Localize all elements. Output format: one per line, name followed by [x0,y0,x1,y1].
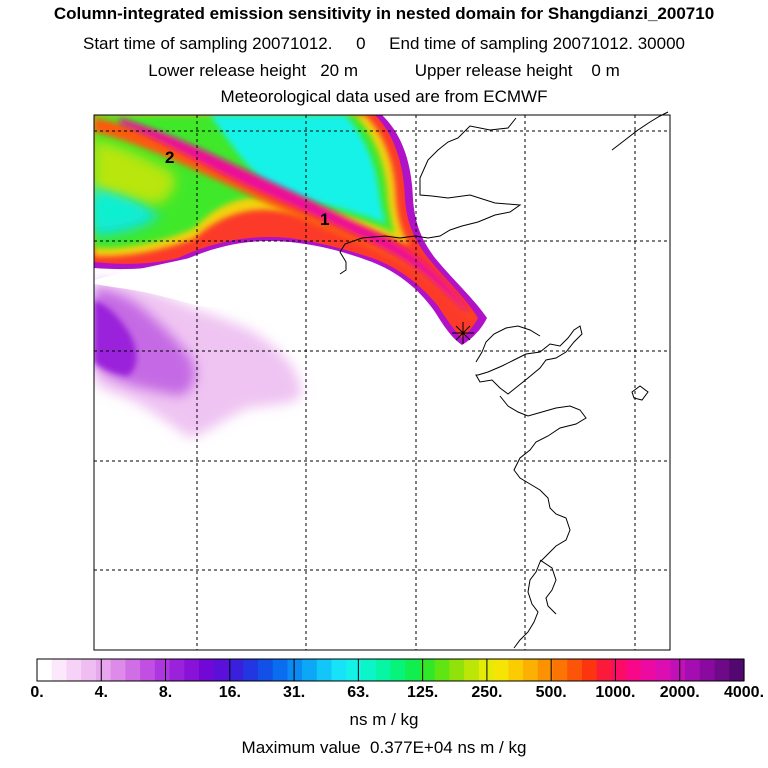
colorbar-cell [66,659,82,681]
colorbar-cell [154,659,171,681]
colorbar-cell [626,659,642,681]
colorbar-cell [346,659,362,681]
colorbar-tick-label: 0. [30,684,44,701]
coastlines [339,111,669,649]
receptor-star-icon [452,322,474,344]
colorbar-cell [199,659,215,681]
plume-inner-red [94,118,474,320]
colorbar-tick-label: 125. [407,684,439,701]
region-label-1: 1 [320,210,330,229]
colorbar-tick-label: 8. [158,684,173,701]
colorbar-cell [655,659,671,681]
colorbar-tick-label: 2000. [659,684,700,701]
colorbar-cell [596,659,613,681]
maximum-value-line: Maximum value 0.377E+04 ns m / kg [241,738,527,757]
colorbar-cell [169,659,185,681]
colorbar-cell [257,659,274,681]
plume-cyan-core [210,115,386,224]
upper-left-green [94,140,175,205]
colorbar-cell [714,659,730,681]
colorbar-cell [523,659,539,681]
high-low-sensitivity-area [94,300,137,376]
colorbar-cell [581,659,598,681]
upper-left-cyan [94,190,150,228]
colorbar-tick-label: 16. [218,684,241,701]
colorbar-cell [140,659,156,681]
colorbar-cell [375,659,392,681]
region-label-2: 2 [165,148,175,167]
colorbar-cell [302,659,318,681]
colorbar-cell [390,659,406,681]
colorbar-cell [243,659,259,681]
colorbar-cell [699,659,716,681]
coastline-bohai [339,117,522,275]
colorbar-cell [640,659,657,681]
plume-inner-pink [120,118,470,314]
release-height-line: Lower release height 20 m Upper release … [148,61,620,80]
colorbar-cell [567,659,583,681]
colorbar-cell [81,659,97,681]
colorbar-cell [508,659,524,681]
met-data-line: Meteorological data used are from ECMWF [220,87,548,106]
colorbar-cell [95,659,112,681]
sensitivity-field [94,115,487,438]
colorbar-cell [729,659,745,681]
coastline-island [631,385,649,401]
colorbar-cell [125,659,141,681]
plot-frame [93,114,671,651]
colorbar-cell [670,659,686,681]
colorbar-cell [552,659,568,681]
colorbar-cell [685,659,701,681]
colorbar-cell [434,659,451,681]
colorbar-cell [449,659,465,681]
colorbar-cell [213,659,230,681]
colorbar-tick-label: 500. [535,684,567,701]
graticule [94,115,670,650]
colorbar-tick-label: 63. [347,684,370,701]
colorbar-cell [405,659,421,681]
map-title: Column-integrated emission sensitivity i… [53,4,715,23]
colorbar-cell [419,659,436,681]
colorbar-cell [537,659,554,681]
colorbar-cell [464,659,480,681]
colorbar-cell [316,659,333,681]
sampling-time-line: Start time of sampling 20071012. 0 End t… [83,34,685,53]
colorbar-tick-label: 4. [94,684,108,701]
colorbar-cell [228,659,244,681]
colorbar-tick-label: 250. [471,684,503,701]
colorbar-cell [331,659,347,681]
coastline-shandong [475,325,583,395]
colorbar-tick-label: 1000. [595,684,636,701]
colorbar-cell [361,659,377,681]
colorbar-cell [37,659,53,681]
coastline-south [539,559,557,615]
colorbar-tick-label: 4000. [723,684,765,701]
colorbar-frame [36,658,745,682]
colorbar-cell [287,659,303,681]
colorbar-cell [51,659,68,681]
clean-region [94,245,345,308]
colorbar-tick-label: 31. [282,684,306,701]
colorbar-cell [110,659,126,681]
coastline-east [475,325,587,649]
colorbar-cell [184,659,200,681]
colorbar-cell [493,659,509,681]
colorbar-cell [272,659,288,681]
colorbar-units: ns m / kg [349,710,419,729]
colorbar-cell [611,659,627,681]
